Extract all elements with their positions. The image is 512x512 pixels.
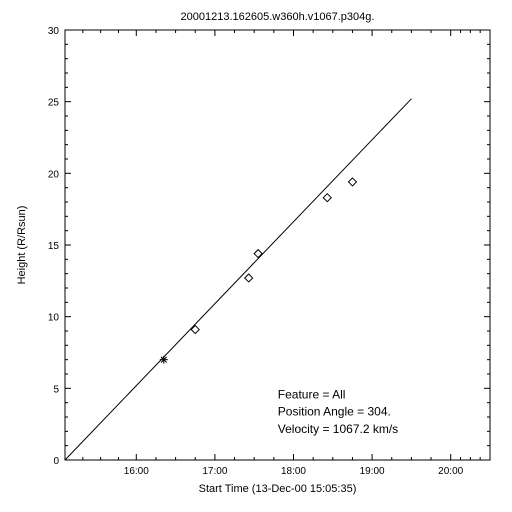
chart-title: 20001213.162605.w360h.v1067.p304g. [181, 11, 375, 23]
x-tick-label: 16:00 [124, 466, 149, 477]
data-point-asterisk [160, 356, 168, 364]
y-tick-label: 5 [53, 384, 59, 395]
y-tick-label: 25 [48, 98, 60, 109]
annotation-text: Feature = All [278, 387, 346, 401]
y-tick-label: 0 [53, 456, 59, 467]
x-tick-label: 20:00 [438, 466, 463, 477]
annotation-text: Position Angle = 304. [278, 405, 391, 419]
y-tick-label: 15 [48, 241, 60, 252]
y-tick-label: 30 [48, 26, 60, 37]
x-axis-label: Start Time (13-Dec-00 15:05:35) [199, 483, 357, 495]
x-tick-label: 17:00 [202, 466, 227, 477]
y-axis-label: Height (R/Rsun) [16, 206, 28, 285]
y-tick-label: 20 [48, 169, 60, 180]
x-tick-label: 19:00 [360, 466, 385, 477]
x-tick-label: 18:00 [281, 466, 306, 477]
y-tick-label: 10 [48, 313, 60, 324]
annotation-text: Velocity = 1067.2 km/s [278, 422, 398, 436]
